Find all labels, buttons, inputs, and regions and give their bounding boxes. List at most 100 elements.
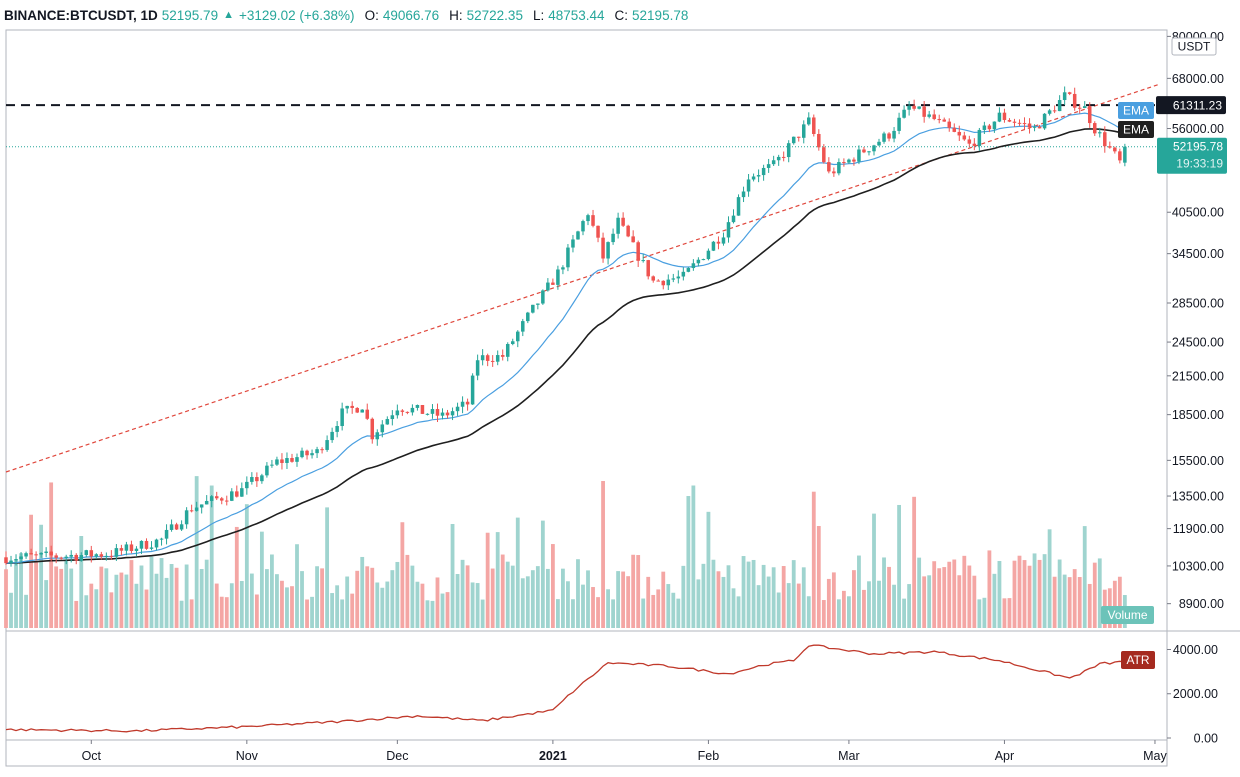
volume-bar — [239, 580, 244, 628]
low-value: 48753.44 — [548, 7, 605, 23]
candle-body — [84, 550, 89, 556]
candle-body — [761, 167, 766, 176]
candle-body — [751, 176, 756, 180]
volume-bar — [475, 583, 480, 628]
volume-bar — [355, 570, 360, 628]
price-tick-label: 68000.00 — [1172, 72, 1224, 86]
candle-body — [109, 555, 114, 557]
candle-body — [245, 481, 249, 489]
candle-body — [641, 260, 645, 262]
candle-body — [1012, 121, 1017, 123]
volume-bar — [646, 576, 651, 628]
candle-body — [942, 119, 946, 122]
candle-body — [54, 555, 58, 558]
candle-body — [606, 242, 610, 259]
candle-body — [711, 241, 716, 251]
volume-bar — [721, 576, 726, 628]
volume-bar — [69, 568, 74, 628]
volume-bar — [751, 559, 756, 628]
volume-bar — [410, 565, 415, 628]
volume-bar — [631, 554, 636, 628]
candle-body — [867, 151, 871, 153]
candle-body — [1093, 123, 1097, 134]
volume-bar — [350, 593, 355, 628]
candle-body — [982, 125, 987, 130]
volume-bar — [1022, 560, 1027, 628]
candle-body — [611, 233, 615, 243]
volume-bar — [114, 574, 119, 628]
volume-bar — [686, 496, 691, 628]
volume-bar — [636, 555, 641, 628]
volume-bar — [917, 557, 922, 628]
price-tick-label: 21500.00 — [1172, 369, 1224, 383]
candle-body — [260, 475, 264, 482]
candle-body — [1108, 146, 1112, 148]
candle-body — [1118, 151, 1122, 161]
volume-bar — [184, 564, 189, 628]
volume-bar — [219, 596, 224, 628]
volume-bar — [64, 560, 69, 628]
volume-bar — [109, 592, 114, 628]
volume-bar — [826, 578, 831, 628]
candle-body — [99, 554, 104, 557]
candle-body — [69, 554, 73, 557]
volume-bar — [520, 578, 525, 628]
candle-body — [64, 556, 68, 559]
volume-bar — [591, 587, 595, 628]
volume-bar — [962, 555, 967, 628]
volume-bar — [671, 592, 676, 628]
volume-bar — [485, 532, 490, 628]
volume-bar — [224, 597, 229, 628]
volume-bar — [540, 520, 545, 628]
volume-bar — [194, 476, 199, 628]
price-change-value: +3129.02 (+6.38%) — [238, 7, 355, 23]
volume-bar — [882, 557, 886, 628]
candle-body — [696, 259, 701, 264]
volume-bar — [1067, 577, 1072, 628]
volume-bar — [320, 568, 324, 628]
volume-bar — [651, 594, 656, 628]
candle-body — [14, 559, 18, 561]
volume-bar — [104, 568, 109, 628]
volume-bar — [841, 590, 846, 628]
volume-bar — [576, 559, 580, 628]
volume-bar — [209, 485, 214, 628]
volume-bar — [1002, 598, 1007, 628]
volume-bar — [621, 571, 626, 628]
candle-body — [134, 548, 139, 552]
volume-bar — [1082, 526, 1087, 628]
volume-bar — [300, 571, 304, 628]
last-price-tag: 52195.78 19:33:19 — [1157, 137, 1227, 174]
volume-bar — [415, 581, 420, 628]
candle-body — [425, 413, 430, 415]
volume-bar — [681, 565, 686, 628]
volume-bar — [937, 568, 942, 628]
volume-bar — [1062, 574, 1067, 628]
volume-bar — [1072, 569, 1077, 628]
candle-body — [475, 360, 480, 376]
candle-body — [581, 221, 585, 232]
volume-bar — [275, 574, 279, 628]
high-label: H: — [449, 7, 463, 23]
volume-bar — [1012, 560, 1017, 628]
candle-body — [842, 162, 846, 164]
volume-bar — [39, 524, 44, 628]
volume-bar — [701, 563, 706, 628]
volume-bar — [581, 584, 585, 628]
ema-slow-line — [5, 128, 1125, 564]
price-tick-label: 24500.00 — [1172, 336, 1224, 350]
candle-body — [144, 540, 149, 549]
candle-body — [1077, 107, 1082, 109]
candle-body — [912, 105, 916, 109]
time-tick-label: Mar — [838, 749, 860, 763]
volume-bar — [24, 594, 28, 628]
currency-label-bg — [1171, 37, 1217, 56]
ema-slow-tag-bg — [1118, 121, 1154, 138]
candle-body — [350, 405, 354, 408]
volume-bar — [380, 587, 385, 628]
high-value: 52722.35 — [466, 7, 523, 23]
candle-body — [400, 410, 405, 412]
candle-body — [420, 405, 425, 414]
candle-body — [230, 491, 234, 501]
